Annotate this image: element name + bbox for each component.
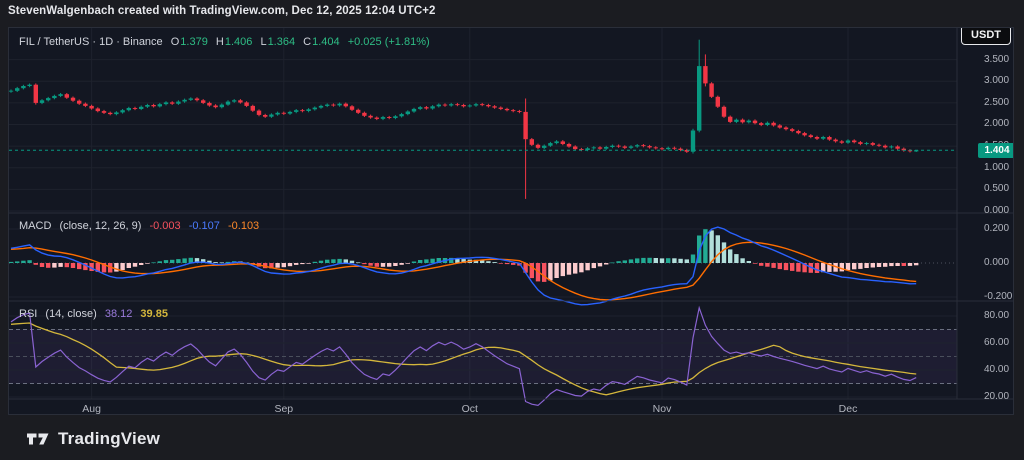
price-axis-label: 0.000 xyxy=(984,205,1010,216)
symbol-title: FIL / TetherUS · 1D · Binance xyxy=(19,36,163,48)
time-axis-label: Dec xyxy=(838,403,858,415)
time-axis-label: Oct xyxy=(461,403,478,415)
rsi-value: 38.12 xyxy=(104,308,133,320)
macd-signal-value: -0.103 xyxy=(227,220,260,232)
chart-panel: FIL / TetherUS · 1D · Binance O1.379 H1.… xyxy=(8,27,1014,415)
chart-svg[interactable] xyxy=(9,28,1014,415)
time-axis-label: Nov xyxy=(652,403,672,415)
macd-title: MACD xyxy=(19,220,52,232)
low-value: 1.364 xyxy=(267,36,296,48)
macd-legend[interactable]: MACD (close, 12, 26, 9) -0.003 -0.107 -0… xyxy=(19,220,264,232)
open-label: O xyxy=(170,36,180,48)
high-value: 1.406 xyxy=(224,36,253,48)
rsi-axis-label: 40.00 xyxy=(984,364,1010,375)
macd-params: (close, 12, 26, 9) xyxy=(59,220,142,232)
change-value: +0.025 (+1.81%) xyxy=(347,36,430,48)
price-axis-label: 2.000 xyxy=(984,118,1010,130)
open-value: 1.379 xyxy=(180,36,208,48)
currency-toggle-button[interactable]: USDT xyxy=(961,28,1011,45)
price-axis-label: 1.000 xyxy=(984,161,1010,173)
attribution-text: StevenWalgenbach created with TradingVie… xyxy=(8,5,436,17)
price-axis-label: 3.000 xyxy=(984,75,1010,87)
low-label: L xyxy=(260,36,267,48)
tradingview-logo-text: TradingView xyxy=(58,429,161,448)
tradingview-logo[interactable]: TradingView xyxy=(26,429,160,449)
tradingview-logo-icon xyxy=(27,433,49,445)
last-price-badge: 1.404 xyxy=(978,142,1013,158)
rsi-axis-label: 60.00 xyxy=(984,337,1010,348)
rsi-params: (14, close) xyxy=(45,308,97,320)
macd-axis-label: -0.200 xyxy=(984,291,1013,302)
macd-axis-label: 0.200 xyxy=(984,223,1010,234)
close-label: C xyxy=(303,36,312,48)
time-axis-label: Sep xyxy=(274,403,294,415)
symbol-legend[interactable]: FIL / TetherUS · 1D · Binance O1.379 H1.… xyxy=(19,36,435,48)
macd-line-value: -0.107 xyxy=(188,220,220,232)
high-label: H xyxy=(215,36,224,48)
close-value: 1.404 xyxy=(312,36,340,48)
rsi-title: RSI xyxy=(19,308,38,320)
price-axis-label: 3.500 xyxy=(984,53,1010,65)
rsi-legend[interactable]: RSI (14, close) 38.12 39.85 xyxy=(19,308,173,320)
price-axis-label: 2.500 xyxy=(984,96,1010,108)
price-axis-label: 0.500 xyxy=(984,183,1010,195)
rsi-axis-label: 20.00 xyxy=(984,391,1010,402)
macd-hist-value: -0.003 xyxy=(149,220,181,232)
macd-axis-label: 0.000 xyxy=(984,257,1010,268)
rsi-axis-label: 80.00 xyxy=(984,310,1010,321)
time-axis-label: Aug xyxy=(82,403,101,415)
rsi-ma-value: 39.85 xyxy=(140,308,168,320)
